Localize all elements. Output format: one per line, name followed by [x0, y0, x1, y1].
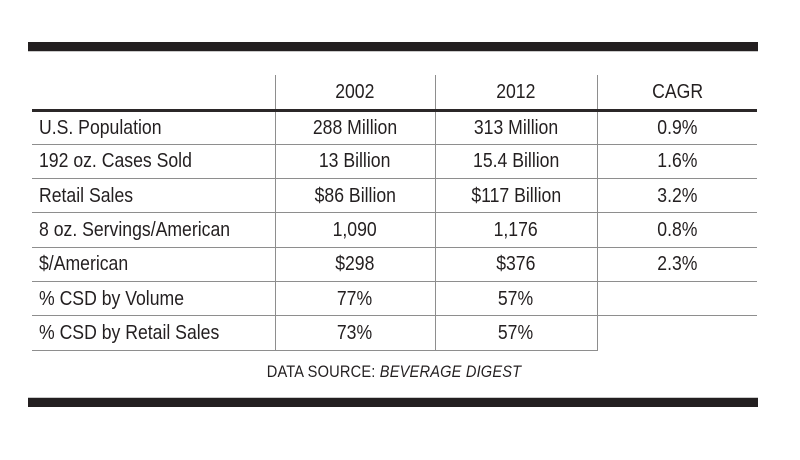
row-label: % CSD by Volume	[32, 281, 275, 317]
data-source-label: DATA SOURCE:	[267, 362, 376, 381]
table-row: $/American $298 $376 2.3%	[32, 247, 757, 282]
cell-2012: 15.4 Billion	[434, 144, 597, 180]
table-row: % CSD by Volume 77% 57%	[32, 281, 757, 317]
cell-2002: 1,090	[274, 212, 435, 248]
cell-cagr: 0.8%	[596, 212, 757, 248]
top-rule-bar	[28, 42, 758, 51]
cell-2012: 1,176	[434, 212, 597, 248]
cell-2002: $86 Billion	[274, 178, 435, 214]
row-label: 8 oz. Servings/American	[32, 212, 275, 248]
data-source-caption: DATA SOURCE: BEVERAGE DIGEST	[32, 362, 757, 382]
cell-2012: $117 Billion	[434, 178, 597, 214]
bottom-rule-bar	[28, 398, 758, 407]
row-label: 192 oz. Cases Sold	[32, 144, 275, 180]
data-source-name: BEVERAGE DIGEST	[380, 362, 522, 381]
header-row: 2002 2012 CAGR	[32, 75, 757, 112]
cell-cagr	[596, 315, 757, 351]
cell-2012: $376	[434, 247, 597, 282]
cell-cagr: 0.9%	[596, 110, 757, 145]
column-header-cagr: CAGR	[596, 75, 757, 112]
table-row: % CSD by Retail Sales 73% 57%	[32, 315, 757, 351]
cell-cagr	[596, 281, 757, 317]
cell-2012: 57%	[434, 315, 597, 351]
cell-2012: 313 Million	[434, 110, 597, 145]
row-label: $/American	[32, 247, 275, 282]
cell-2012: 57%	[434, 281, 597, 317]
cell-2002: 288 Million	[274, 110, 435, 145]
table-row: U.S. Population 288 Million 313 Million …	[32, 110, 757, 145]
cell-cagr: 1.6%	[596, 144, 757, 180]
cell-cagr: 3.2%	[596, 178, 757, 214]
table-row: 8 oz. Servings/American 1,090 1,176 0.8%	[32, 212, 757, 248]
column-header-2012: 2012	[434, 75, 597, 112]
row-label: Retail Sales	[32, 178, 275, 214]
cell-cagr: 2.3%	[596, 247, 757, 282]
beverage-stats-table: 2002 2012 CAGR U.S. Population 288 Milli…	[32, 75, 757, 351]
row-label: % CSD by Retail Sales	[32, 315, 275, 351]
row-label: U.S. Population	[32, 110, 275, 145]
column-header-blank	[32, 75, 275, 112]
column-header-2002: 2002	[274, 75, 435, 112]
cell-2002: 77%	[274, 281, 435, 317]
table-row: Retail Sales $86 Billion $117 Billion 3.…	[32, 178, 757, 214]
cell-2002: $298	[274, 247, 435, 282]
cell-2002: 73%	[274, 315, 435, 351]
table-row: 192 oz. Cases Sold 13 Billion 15.4 Billi…	[32, 144, 757, 180]
cell-2002: 13 Billion	[274, 144, 435, 180]
